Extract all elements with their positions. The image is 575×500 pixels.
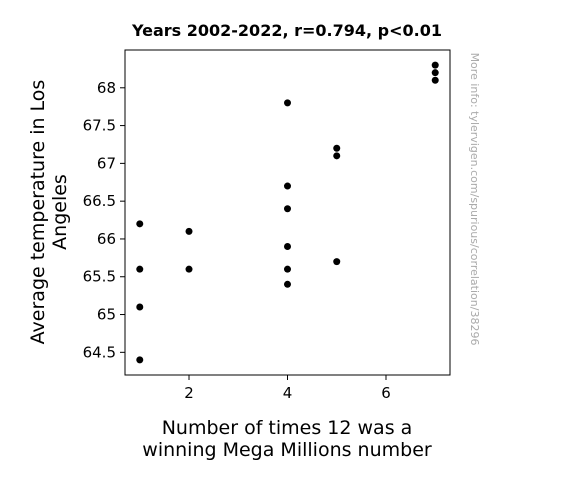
data-point — [284, 280, 291, 288]
y-tick-label: 66.5 — [83, 192, 116, 210]
y-tick-label: 65 — [97, 306, 116, 324]
y-axis-label-line-1: Average temperature in Los — [27, 80, 49, 345]
y-tick-label: 65.5 — [83, 268, 116, 286]
x-tick-label: 6 — [381, 384, 391, 402]
data-point — [284, 182, 291, 190]
data-point — [284, 99, 291, 107]
data-point — [431, 69, 439, 77]
data-points — [136, 61, 439, 364]
y-tick-label: 66 — [97, 230, 116, 248]
y-axis-ticks: 64.5 65 65.5 66 66.5 67 67.5 68 — [83, 79, 125, 361]
data-point — [284, 243, 291, 251]
y-axis-label: Average temperature in Los Angeles — [27, 80, 71, 345]
data-point — [136, 356, 144, 364]
x-axis-ticks: 2 4 6 — [184, 375, 391, 402]
y-axis-label-line-2: Angeles — [49, 174, 71, 250]
x-tick-label: 4 — [283, 384, 293, 402]
data-point — [136, 220, 144, 228]
y-tick-label: 67.5 — [83, 117, 116, 135]
data-point — [136, 265, 144, 273]
data-point — [284, 205, 291, 213]
y-tick-label: 64.5 — [83, 343, 116, 361]
x-axis-label: Number of times 12 was a winning Mega Mi… — [142, 417, 432, 461]
x-axis-label-line-2: winning Mega Millions number — [142, 439, 432, 461]
x-tick-label: 2 — [184, 384, 194, 402]
data-point — [185, 265, 193, 273]
y-tick-label: 68 — [97, 79, 116, 97]
data-point — [333, 144, 341, 152]
data-point — [284, 265, 291, 273]
y-tick-label: 67 — [97, 154, 116, 172]
data-point — [185, 227, 193, 235]
data-point — [431, 61, 439, 69]
x-axis-label-line-1: Number of times 12 was a — [162, 417, 413, 439]
data-point — [333, 258, 341, 266]
chart-title: Years 2002-2022, r=0.794, p<0.01 — [131, 21, 442, 40]
plot-area-frame — [124, 49, 451, 376]
watermark: More info: tylervigen.com/spurious/corre… — [468, 53, 481, 346]
data-point — [333, 152, 341, 160]
data-point — [136, 303, 144, 311]
data-point — [431, 76, 439, 84]
